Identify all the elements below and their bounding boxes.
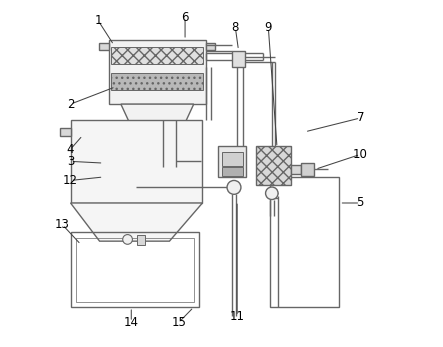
Text: 9: 9 [264,21,272,34]
Text: 1: 1 [94,14,102,27]
Text: 5: 5 [357,196,364,210]
Text: 13: 13 [55,218,70,231]
Polygon shape [121,104,194,149]
Text: 15: 15 [172,315,187,329]
Circle shape [123,235,132,244]
Bar [109,40,206,104]
Bar [206,43,215,50]
Bar [232,51,245,67]
Bar [111,47,203,64]
Text: 8: 8 [232,21,239,34]
Bar [222,167,243,176]
Text: 14: 14 [124,315,139,329]
Text: 3: 3 [67,155,74,168]
Bar [301,163,315,176]
Text: 2: 2 [67,98,74,111]
Circle shape [227,180,241,194]
Bar [70,232,199,307]
Polygon shape [70,203,202,241]
Bar [158,149,180,167]
Bar [218,146,246,177]
Bar [136,235,145,245]
Text: 10: 10 [353,148,368,161]
Bar [256,146,291,185]
Circle shape [265,187,278,200]
Bar [270,177,339,307]
Text: 6: 6 [181,11,189,24]
Text: 4: 4 [67,143,74,156]
Bar [76,238,194,302]
Text: 7: 7 [357,111,364,125]
Bar [111,73,203,90]
Bar [291,165,301,174]
Text: 11: 11 [229,310,245,323]
Bar [70,120,202,203]
Text: 12: 12 [63,174,78,187]
Bar [60,128,71,136]
Bar [99,43,109,50]
Bar [222,152,243,166]
